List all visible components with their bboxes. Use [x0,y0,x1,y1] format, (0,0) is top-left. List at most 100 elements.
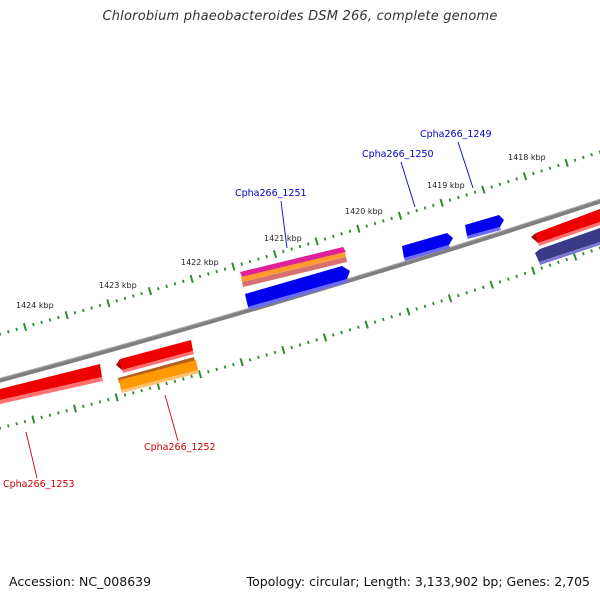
minor-tick [273,350,277,355]
gene-feature-cpha266-1252-red[interactable] [116,340,194,373]
minor-tick [123,296,127,301]
minor-tick [190,374,193,379]
minor-tick [507,179,510,184]
gene-label-cpha266-1250[interactable]: Cpha266_1250 [362,149,434,160]
minor-tick [248,358,252,362]
major-tick [147,287,153,296]
kbp-label: 1420 kbp [345,207,383,216]
minor-tick [215,269,218,274]
major-tick [531,266,536,275]
minor-tick [507,277,510,281]
minor-tick [298,244,302,249]
minor-tick [432,203,435,208]
kbp-label: 1422 kbp [181,258,219,267]
gene-feature-cpha266-1250[interactable] [402,233,453,261]
gene-feature-cpha266-1251[interactable] [240,247,350,310]
major-tick [489,280,494,289]
major-tick [22,322,28,332]
minor-tick [207,272,210,276]
gene-feature-right-purple[interactable] [535,228,600,265]
major-tick [239,358,244,367]
major-tick [572,252,578,261]
minor-tick [423,206,427,210]
map-title: Chlorobium phaeobacteroides DSM 266, com… [102,9,498,24]
minor-tick [215,367,218,372]
gene-feature-right-red[interactable] [531,209,600,246]
minor-tick [365,224,368,228]
major-tick [356,224,361,233]
leader-line [280,200,288,249]
kbp-label: 1421 kbp [264,234,302,243]
minor-tick [257,257,260,261]
minor-tick [132,294,135,298]
major-tick [447,294,453,303]
minor-tick [482,285,485,290]
major-tick [439,198,444,207]
minor-tick [432,301,435,306]
minor-tick [532,171,535,176]
kbp-label: 1418 kbp [508,153,546,162]
major-tick [281,345,286,355]
inner-tick-ring [0,246,600,430]
minor-tick [232,362,235,367]
minor-tick [73,311,77,315]
minor-tick [290,247,293,251]
minor-tick [90,402,93,406]
gene-feature-cpha266-1253[interactable] [0,364,103,404]
minor-tick [48,318,52,322]
minor-tick [182,377,185,381]
minor-tick [440,299,443,303]
minor-tick [123,393,127,397]
major-tick [197,370,203,379]
minor-tick [581,252,585,256]
major-tick [114,393,119,402]
minor-tick [548,166,552,170]
minor-tick [157,286,160,291]
gene-label-cpha266-1251[interactable]: Cpha266_1251 [235,188,307,199]
minor-tick [556,260,560,265]
minor-tick [15,327,18,332]
minor-tick [107,397,110,402]
kbp-label: 1419 kbp [427,181,465,190]
minor-tick [48,413,52,417]
minor-tick [7,424,10,428]
minor-tick [540,169,543,173]
minor-tick [307,242,310,246]
minor-tick [565,257,569,262]
gene-label-cpha266-1253[interactable]: Cpha266_1253 [3,479,75,490]
minor-tick [265,254,268,259]
minor-tick [398,312,402,316]
major-tick [522,172,528,181]
gene-label-cpha266-1249[interactable]: Cpha266_1249 [420,129,492,140]
leader-line [164,394,179,442]
minor-tick [340,330,343,335]
kbp-label: 1424 kbp [16,301,54,310]
gene-label-cpha266-1252[interactable]: Cpha266_1252 [144,442,216,453]
major-tick [106,299,111,308]
leader-line [25,431,38,479]
minor-tick [498,280,502,284]
minor-tick [90,306,93,310]
minor-tick [282,249,285,254]
minor-tick [15,422,18,426]
minor-tick [307,340,310,345]
minor-tick [223,365,227,369]
minor-tick [348,229,352,233]
minor-tick [465,193,468,197]
kbp-label: 1423 kbp [99,281,137,290]
minor-tick [523,271,527,276]
minor-tick [182,279,185,284]
gene-feature-cpha266-1249[interactable] [465,215,504,239]
minor-tick [257,355,260,360]
minor-tick [23,419,27,424]
minor-tick [32,322,35,327]
topology-text: Topology: circular; Length: 3,133,902 bp… [246,574,590,589]
minor-tick [248,259,252,264]
minor-tick [373,320,377,324]
minor-tick [348,328,352,332]
minor-tick [515,177,518,181]
major-tick [31,415,36,424]
minor-tick [240,262,243,266]
gene-feature-cpha266-1252[interactable] [118,357,199,393]
minor-tick [65,409,68,413]
